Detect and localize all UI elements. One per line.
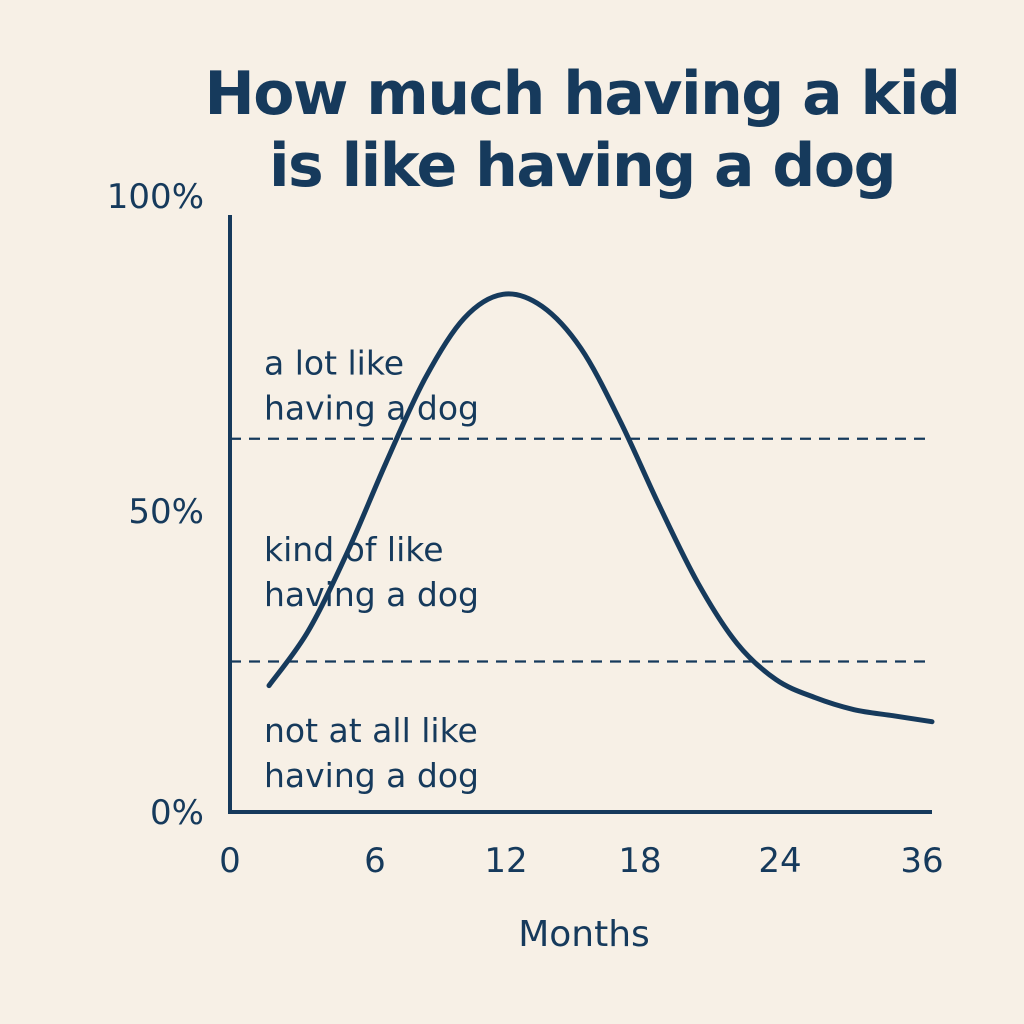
x-tick-label: 6 xyxy=(364,841,386,881)
y-tick-label: 100% xyxy=(107,177,204,217)
y-tick-label: 50% xyxy=(128,492,204,532)
band-label-2: not at all like having a dog xyxy=(264,711,479,795)
band-label-line: kind of like xyxy=(264,530,444,569)
band-label-line: having a dog xyxy=(264,575,479,614)
x-tick-label: 18 xyxy=(618,841,661,881)
x-tick-labels: 0 6 12 18 24 36 xyxy=(219,841,943,881)
x-tick-label: 0 xyxy=(219,841,241,881)
band-label-line: not at all like xyxy=(264,711,478,750)
chart-title: How much having a kid is like having a d… xyxy=(0,58,1024,202)
axes xyxy=(228,215,932,814)
band-label-line: having a dog xyxy=(264,389,479,428)
x-tick-label: 12 xyxy=(484,841,527,881)
y-tick-labels: 0% 50% 100% xyxy=(107,177,204,833)
chart-title-line-2: is like having a dog xyxy=(268,131,897,201)
band-label-line: having a dog xyxy=(264,756,479,795)
band-label-1: kind of like having a dog xyxy=(264,530,479,614)
series-layer xyxy=(266,291,935,725)
x-axis-title: Months xyxy=(518,914,650,955)
band-labels: a lot like having a dog kind of like having… xyxy=(264,344,479,795)
chart-title-line-1: How much having a kid xyxy=(204,59,961,129)
x-tick-label: 24 xyxy=(758,841,801,881)
band-label-line: a lot like xyxy=(264,344,404,383)
band-label-0: a lot like having a dog xyxy=(264,344,479,428)
series-line xyxy=(266,291,935,725)
y-tick-label: 0% xyxy=(150,793,204,833)
threshold-lines xyxy=(230,437,932,663)
x-tick-label: 36 xyxy=(900,841,943,881)
